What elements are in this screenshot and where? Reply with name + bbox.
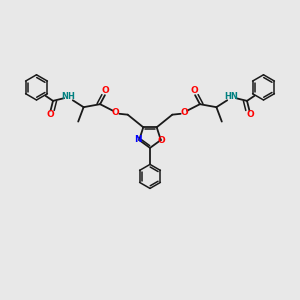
Text: O: O xyxy=(102,86,110,95)
Text: O: O xyxy=(246,110,254,119)
Text: O: O xyxy=(190,86,198,95)
Text: O: O xyxy=(158,136,166,145)
Text: N: N xyxy=(134,135,142,144)
Text: O: O xyxy=(180,108,188,117)
Text: NH: NH xyxy=(62,92,76,101)
Text: O: O xyxy=(46,110,54,119)
Text: O: O xyxy=(112,108,120,117)
Text: HN: HN xyxy=(224,92,238,101)
